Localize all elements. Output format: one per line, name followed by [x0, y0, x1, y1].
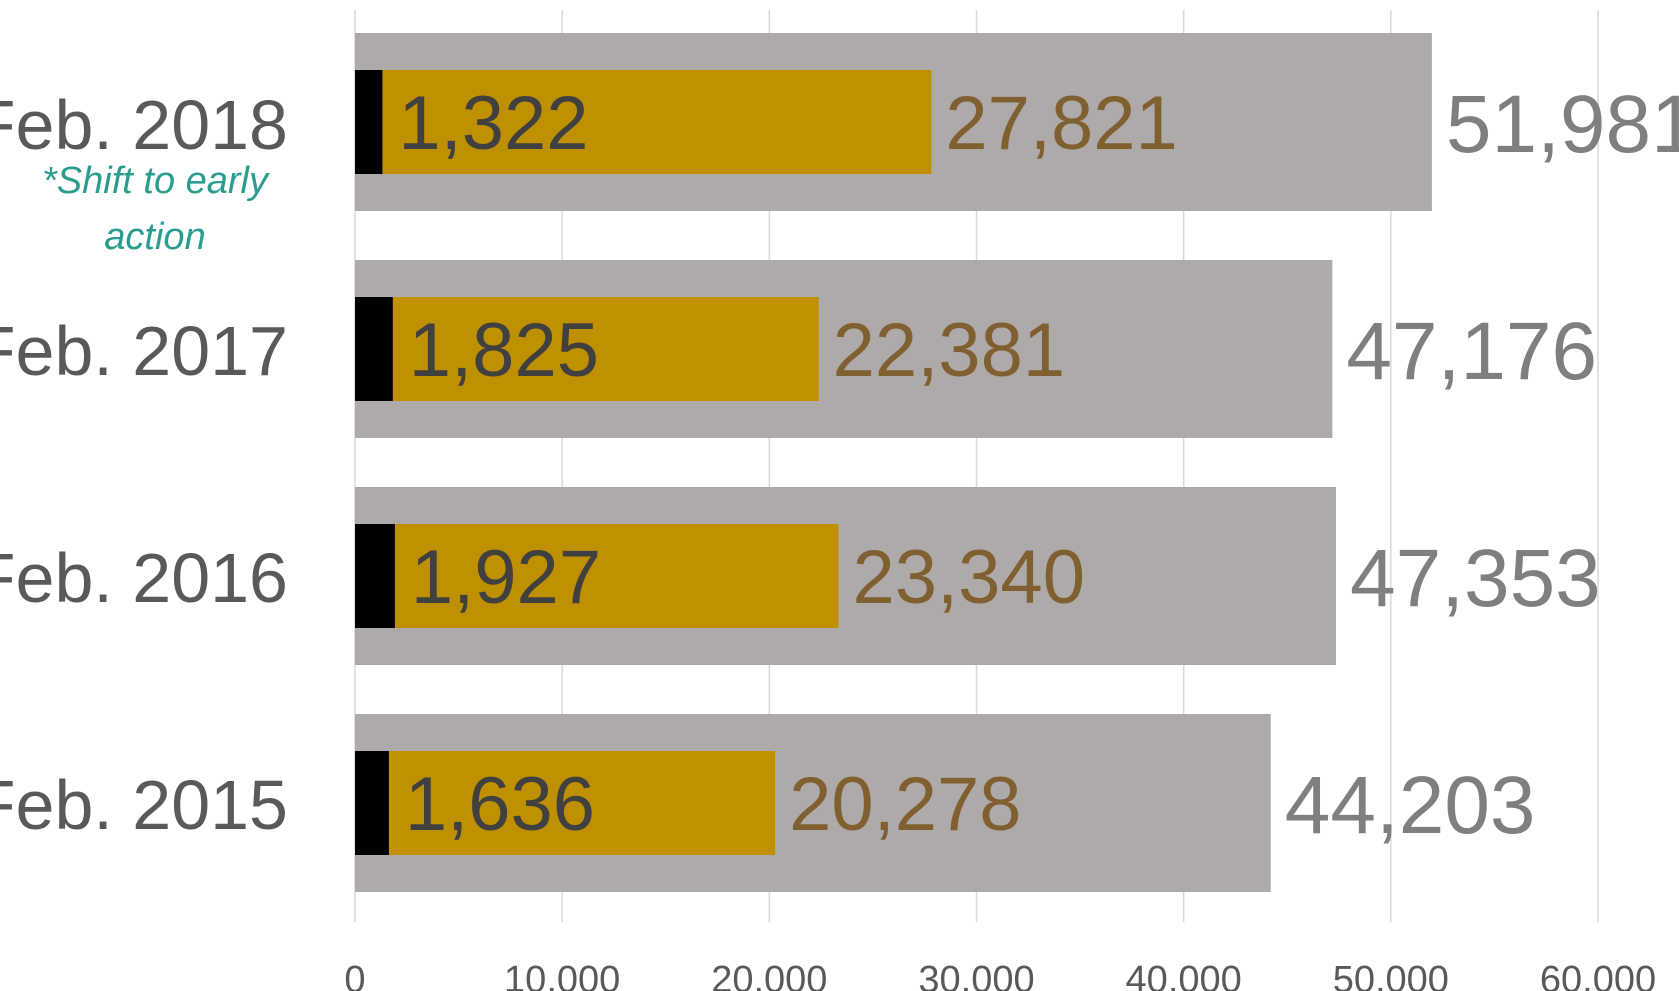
data-label-total: 47,176: [1346, 306, 1597, 397]
annotation-line-1: *Shift to early: [42, 160, 270, 202]
data-label-middle: 20,278: [789, 762, 1021, 847]
data-label-middle: 22,381: [833, 308, 1065, 393]
data-label-small: 1,825: [409, 308, 599, 393]
bar-small: [355, 751, 389, 855]
data-label-total: 51,981: [1446, 79, 1679, 170]
bar-small: [355, 297, 393, 401]
bar-middle: [355, 297, 819, 401]
data-label-total: 47,353: [1350, 533, 1601, 624]
x-tick-label: 0: [344, 959, 365, 991]
x-tick-label: 60,000: [1540, 959, 1656, 991]
category-label: Feb. 2016: [0, 539, 288, 617]
x-tick-label: 10,000: [504, 959, 620, 991]
data-label-middle: 27,821: [945, 81, 1177, 166]
data-label-small: 1,322: [398, 81, 588, 166]
bars: [355, 33, 1432, 892]
category-label: Feb. 2018: [0, 86, 288, 164]
x-tick-label: 20,000: [711, 959, 827, 991]
x-tick-labels: 0 10,000 20,000 30,000 40,000 50,000 60,000: [344, 959, 1656, 991]
data-label-small: 1,927: [411, 535, 601, 620]
bar-middle: [355, 524, 839, 628]
bar-small: [355, 524, 395, 628]
bar-middle: [355, 70, 932, 174]
data-label-small: 1,636: [405, 762, 595, 847]
data-label-total: 44,203: [1285, 760, 1536, 851]
bar-middle: [355, 751, 776, 855]
category-label: Feb. 2015: [0, 766, 288, 844]
x-tick-label: 40,000: [1126, 959, 1242, 991]
annotation-line-2: action: [104, 216, 205, 258]
data-labels: 1,322 27,821 51,981 1,825 22,381 47,176 1,927 2…: [398, 79, 1679, 851]
category-label: Feb. 2017: [0, 312, 288, 390]
data-label-middle: 23,340: [853, 535, 1085, 620]
x-tick-label: 30,000: [918, 959, 1034, 991]
x-tick-label: 50,000: [1333, 959, 1449, 991]
bar-small: [355, 70, 383, 174]
category-labels: Feb. 2018 Feb. 2017 Feb. 2016 Feb. 2015: [0, 86, 288, 844]
